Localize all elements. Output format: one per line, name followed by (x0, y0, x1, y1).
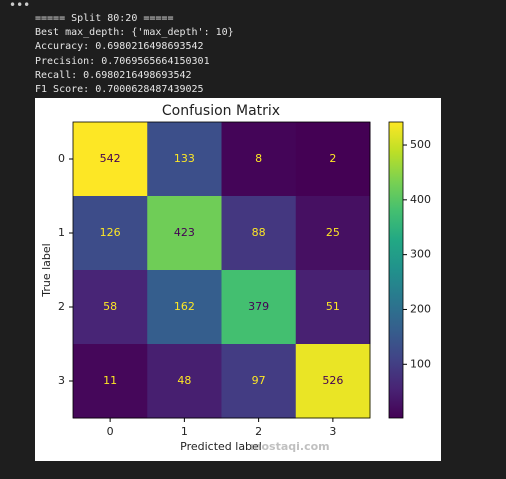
heatmap-cell (221, 122, 297, 197)
heatmap-cell (147, 344, 222, 419)
cell-label: 48 (177, 374, 191, 387)
x-tick-label: 2 (255, 425, 262, 438)
cell-label: 133 (174, 152, 195, 165)
colorbar-tick-label: 300 (410, 248, 431, 261)
cell-label: 88 (252, 226, 266, 239)
colorbar-tick-label: 400 (410, 193, 431, 206)
output-line: ===== Split 80:20 ===== (35, 13, 174, 24)
colorbar (388, 121, 404, 419)
output-line: Best max_depth: {'max_depth': 10} (35, 27, 234, 39)
y-tick-label: 1 (58, 226, 65, 239)
heatmap-cell (147, 196, 222, 271)
cell-label: 423 (174, 226, 195, 239)
heatmap-cell (73, 196, 148, 271)
heatmap-cell (147, 122, 222, 197)
heatmap-cell (73, 344, 148, 419)
x-tick-label: 0 (107, 425, 114, 438)
x-tick-label: 3 (329, 425, 336, 438)
figure: Confusion Matrix Predicted label True la… (35, 98, 441, 461)
chart: Confusion Matrix Predicted label True la… (40, 103, 431, 453)
y-axis-label: True label (40, 243, 53, 297)
cell-label: 2 (329, 152, 336, 165)
heatmap-cell (221, 196, 297, 271)
watermark: mostaqi.com (250, 440, 330, 453)
output-line: Recall: 0.6980216498693542 (35, 69, 192, 81)
heatmap-cell (295, 344, 371, 419)
cell-label: 126 (100, 226, 121, 239)
cell-label: 25 (326, 226, 340, 239)
cell-label: 51 (326, 300, 340, 313)
plot-frame (72, 121, 371, 419)
cell-label: 162 (174, 300, 195, 313)
heatmap-cell (73, 122, 148, 197)
y-tick-label: 3 (58, 374, 65, 387)
colorbar-tick-label: 200 (410, 302, 431, 315)
y-tick-label: 2 (58, 300, 65, 313)
y-tick-label: 0 (58, 152, 65, 165)
cell-label: 8 (255, 152, 262, 165)
x-axis-label: Predicted label (180, 440, 262, 453)
heatmap-cell (295, 196, 371, 271)
heatmap-cell (221, 270, 297, 345)
output-line: Precision: 0.7069565664150301 (35, 55, 210, 67)
colorbar-tick-label: 100 (410, 357, 431, 370)
cell-label: 11 (103, 374, 117, 387)
x-tick-label: 1 (181, 425, 188, 438)
cell-label: 526 (322, 374, 343, 387)
heatmap-cell (73, 270, 148, 345)
heatmap-cell (295, 270, 371, 345)
cell-menu[interactable]: ••• (9, 0, 31, 12)
cell-label: 379 (248, 300, 269, 313)
output-line: F1 Score: 0.7000628487439025 (35, 84, 204, 96)
heatmap-cell (295, 122, 371, 197)
cell-label: 542 (100, 152, 121, 165)
cell-output: ===== Split 80:20 ===== Best max_depth: {… (35, 12, 234, 97)
colorbar-tick-label: 500 (410, 138, 431, 151)
heatmap-cell (221, 344, 297, 419)
output-line: Accuracy: 0.6980216498693542 (35, 41, 204, 53)
cell-label: 58 (103, 300, 117, 313)
cell-label: 97 (252, 374, 266, 387)
chart-title: Confusion Matrix (162, 103, 280, 119)
heatmap-cell (147, 270, 222, 345)
